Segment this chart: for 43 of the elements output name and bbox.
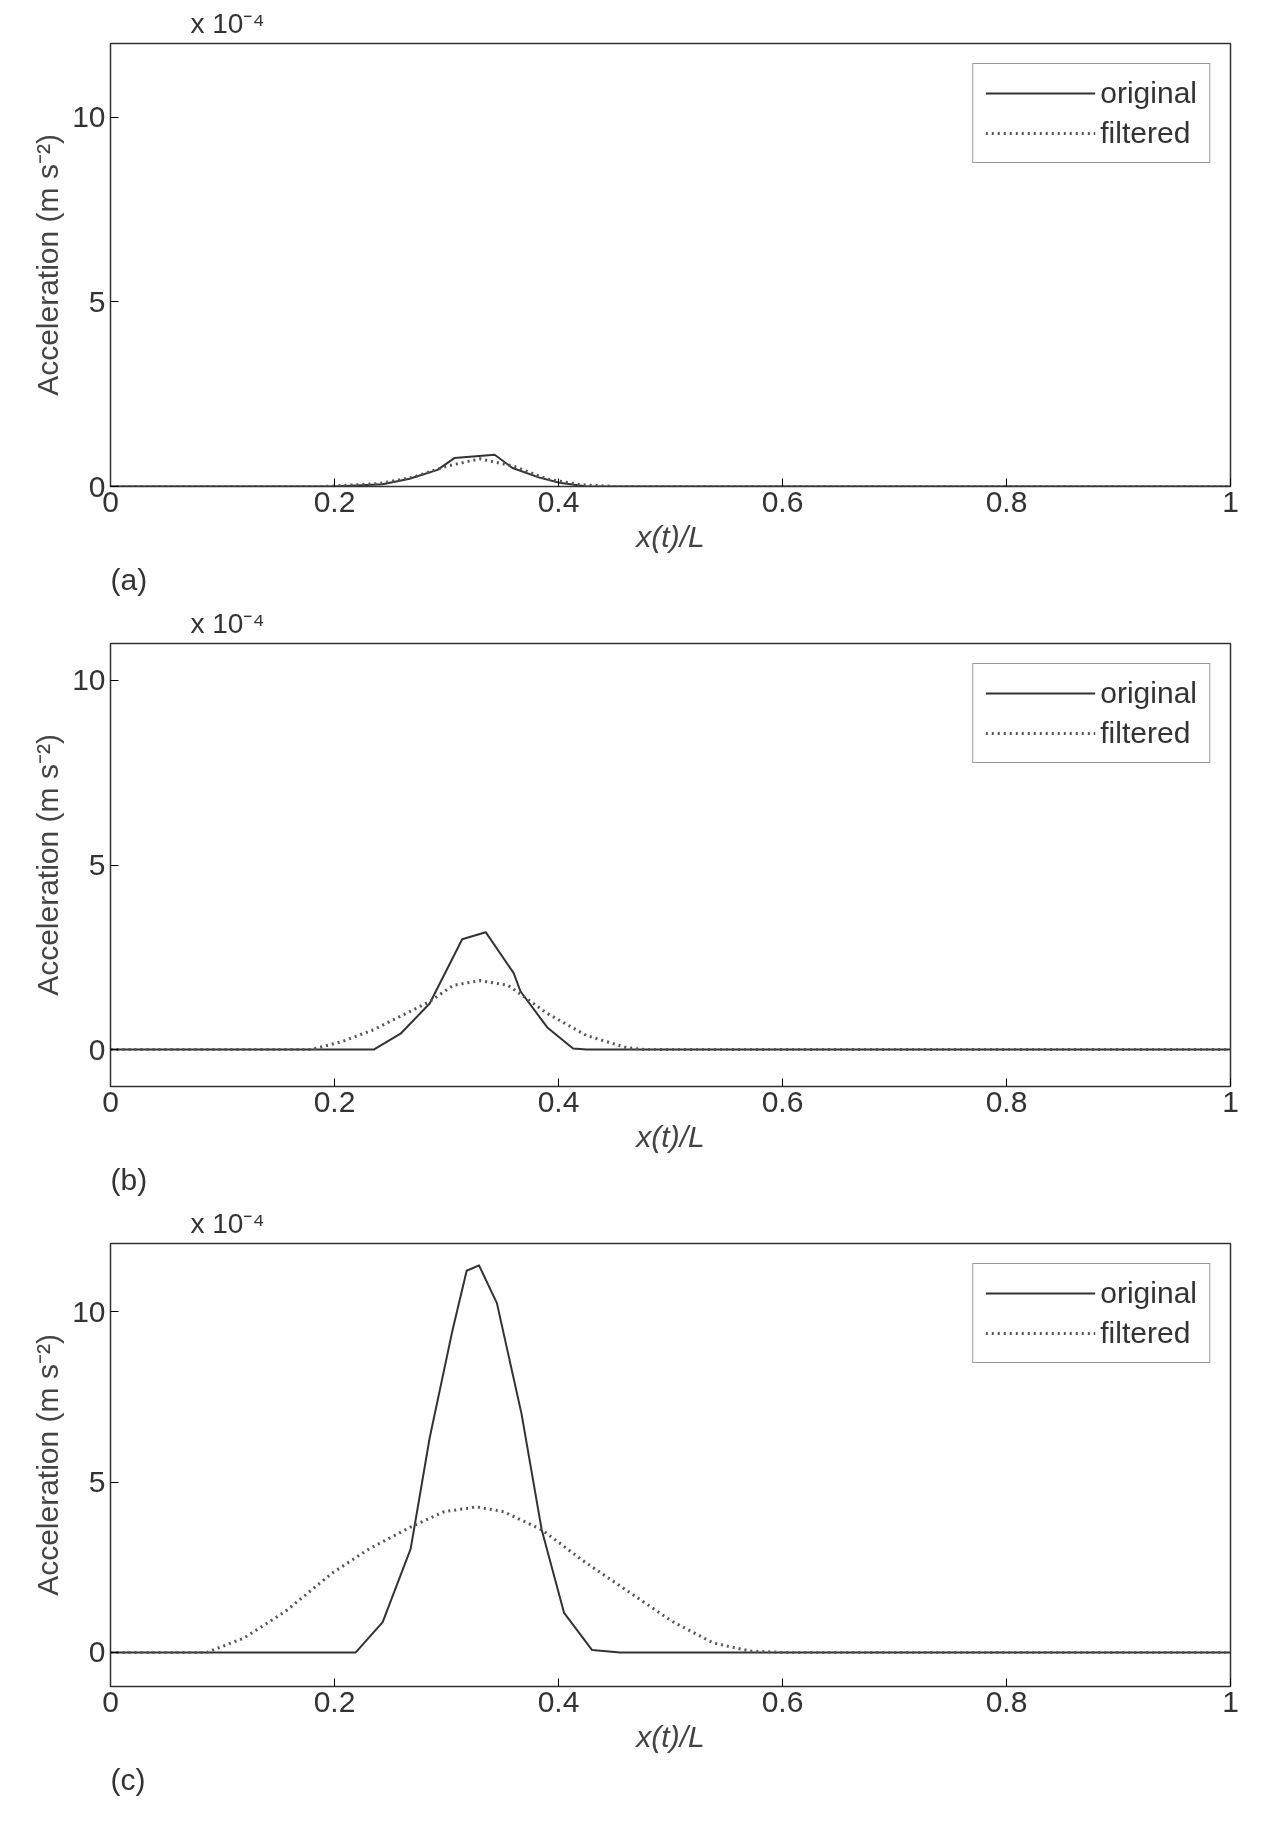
y-tick-label: 10 [72, 663, 106, 697]
y-axis-title: Acceleration (m s⁻²) [31, 734, 65, 996]
x-tick-label: 0.2 [313, 1084, 356, 1118]
text: x 10⁻⁴ [190, 1207, 265, 1239]
legend-label: original [1100, 676, 1197, 710]
y-tick-label: 0 [88, 1635, 106, 1669]
y-tick-label: 5 [88, 848, 106, 881]
y-tick-label: 5 [88, 1465, 106, 1499]
x-tick-label: 0.8 [985, 1084, 1028, 1118]
text: (b) [110, 1162, 148, 1196]
legend-label: filtered [1100, 716, 1191, 750]
x-tick-label: 0.4 [537, 1684, 580, 1718]
text: x 10⁻⁴ [190, 607, 265, 639]
line-series [110, 1264, 1231, 1654]
text: x 10⁻⁴ [190, 7, 265, 39]
x-tick-label: 0.6 [761, 1084, 804, 1118]
text: (c) [110, 1762, 146, 1796]
y-tick-label: 0 [88, 1032, 106, 1066]
x-tick-label: 1 [1222, 1684, 1239, 1718]
y-axis-title: Acceleration (m s⁻²) [31, 134, 65, 396]
text: (a) [110, 562, 148, 596]
y-tick-label: 10 [72, 1294, 106, 1328]
x-tick-label: 0.2 [313, 484, 356, 518]
legend-label: filtered [1100, 1316, 1191, 1350]
line-series [110, 931, 1231, 1051]
x-axis-title: x(t)/L [634, 519, 705, 553]
x-tick-label: 0.8 [985, 1684, 1028, 1718]
legend-label: original [1100, 1276, 1197, 1310]
y-tick-label: 5 [88, 284, 106, 318]
x-tick-label: 1 [1222, 1084, 1239, 1118]
x-tick-label: 0.6 [761, 1684, 804, 1718]
x-axis-title: x(t)/L [634, 1719, 705, 1753]
x-tick-label: 1 [1222, 484, 1239, 518]
x-tick-label: 0.8 [985, 484, 1028, 518]
x-tick-label: 0.2 [313, 1684, 356, 1718]
x-tick-label: 0.4 [537, 484, 580, 518]
y-tick-label: 10 [72, 100, 106, 134]
legend-label: original [1100, 76, 1197, 110]
legend-label: filtered [1100, 116, 1191, 150]
y-axis-title: Acceleration (m s⁻²) [31, 1334, 65, 1596]
x-tick-label: 0.6 [761, 484, 804, 518]
x-tick-label: 0.4 [537, 1084, 580, 1118]
x-axis-title: x(t)/L [634, 1119, 705, 1153]
